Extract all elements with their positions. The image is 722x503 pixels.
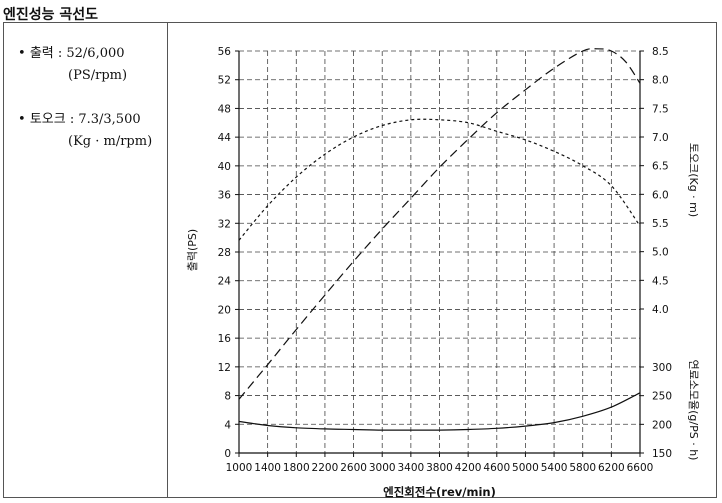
x-tick-label: 3800 [426,462,453,474]
x-tick-label: 4200 [455,462,482,474]
left-tick-label: 4 [224,419,231,431]
torque-tick-label: 5.0 [652,247,669,259]
x-tick-label: 6600 [627,462,654,474]
torque-tick-label: 8.0 [652,75,669,87]
torque-tick-label: 6.5 [652,161,669,173]
left-tick-label: 16 [218,333,232,345]
left-axis-title: 출력(PS) [186,229,199,271]
x-tick-label: 3400 [397,462,424,474]
left-tick-label: 32 [218,218,231,230]
torque-tick-label: 7.5 [652,103,669,115]
torque-tick-label: 7.0 [652,132,669,144]
left-tick-label: 28 [218,247,231,259]
torque-axis-title: 토오크(Kg · m) [687,143,700,217]
x-tick-label: 6200 [598,462,625,474]
x-tick-label: 5400 [541,462,568,474]
series-line-fuel [238,392,641,431]
fuel-tick-label: 150 [652,448,672,460]
torque-tick-label: 6.0 [652,189,669,201]
fuel-axis-title: 연료소모율(g/PS · h) [687,360,700,461]
spec-bullet: • [18,46,26,61]
left-tick-label: 40 [218,161,231,173]
spec-bullet: • [18,112,26,127]
torque-tick-label: 4.0 [652,304,669,316]
left-tick-label: 12 [218,362,231,374]
left-tick-label: 8 [224,391,231,403]
torque-tick-label: 8.5 [652,46,669,58]
x-tick-label: 4600 [483,462,510,474]
x-tick-label: 1800 [283,462,310,474]
left-tick-label: 36 [218,190,232,202]
spec-power-value: 출력 : 52/6,000 [29,46,125,61]
x-tick-label: 1000 [226,462,253,474]
spec-power-unit: (PS/rpm) [68,68,128,83]
x-tick-label: 2600 [340,462,367,474]
fuel-tick-label: 300 [652,362,672,374]
fuel-tick-label: 250 [652,391,672,403]
x-tick-label: 3000 [369,462,396,474]
left-tick-label: 24 [218,276,232,288]
x-tick-label: 2200 [312,462,339,474]
chart-frame: • 출력 : 52/6,000 (PS/rpm) • 토오크 : 7.3/3,5… [3,22,717,498]
fuel-tick-label: 200 [652,419,672,431]
left-tick-label: 44 [218,132,232,144]
left-tick-label: 20 [218,304,231,316]
spec-panel: • 출력 : 52/6,000 (PS/rpm) • 토오크 : 7.3/3,5… [4,23,168,497]
x-axis-title: 엔진회전수(rev/min) [383,485,496,499]
series-line-torque [238,118,641,241]
spec-torque: • 토오크 : 7.3/3,500 (Kg · m/rpm) [18,109,152,153]
series-line-power [238,48,641,400]
x-tick-label: 1400 [254,462,281,474]
torque-tick-label: 5.5 [652,218,669,230]
spec-power: • 출력 : 52/6,000 (PS/rpm) [18,43,127,87]
left-tick-label: 56 [218,46,232,58]
spec-torque-unit: (Kg · m/rpm) [68,134,153,149]
x-tick-label: 5800 [569,462,596,474]
page-title: 엔진성능 곡선도 [3,7,99,23]
left-tick-label: 52 [218,75,231,87]
x-tick-label: 5000 [512,462,539,474]
torque-tick-label: 4.5 [652,275,669,287]
left-tick-label: 0 [224,448,231,460]
spec-torque-value: 토오크 : 7.3/3,500 [29,112,141,127]
left-tick-label: 48 [218,103,231,115]
